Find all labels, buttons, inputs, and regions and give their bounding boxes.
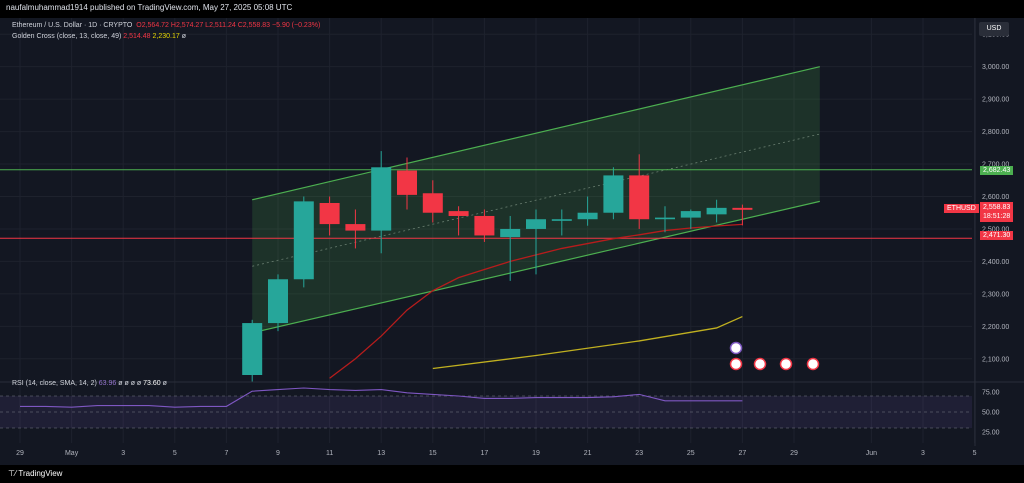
rsi-tick-label: 25.00 [982, 430, 1000, 437]
symbol-title: Ethereum / U.S. Dollar · 1D · CRYPTO [12, 22, 133, 29]
golden-cross-slow-value: 2,230.17 [152, 33, 180, 40]
candle-body[interactable] [448, 211, 469, 216]
candle-body[interactable] [397, 170, 417, 195]
golden-cross-label: Golden Cross (close, 13, close, 49) [12, 33, 122, 40]
time-tick-label: 9 [276, 450, 280, 457]
candle-body[interactable] [319, 202, 340, 225]
open-value: O2,564.72 [136, 22, 169, 29]
ohlc-legend: Ethereum / U.S. Dollar · 1D · CRYPTO O2,… [12, 22, 320, 29]
low-value: L2,511.24 [205, 22, 236, 29]
time-tick-label: Jun [866, 450, 877, 457]
rsi-ma-value: 73.60 [143, 380, 161, 387]
upper-line-price-tag: 2,682.43 [980, 166, 1014, 175]
price-tick-label: 2,700.00 [982, 162, 1009, 169]
logo-text: TradingView [18, 469, 63, 478]
price-tick-label: 2,500.00 [982, 226, 1009, 233]
change-value: −5.90 (−0.23%) [272, 22, 321, 29]
economic-event-icon[interactable] [806, 357, 820, 371]
last-price-tag: 2,558.83 18:51:28 [980, 202, 1014, 222]
candle-body[interactable] [268, 279, 288, 324]
candle-body[interactable] [655, 217, 675, 220]
hidden-values-icon: ø ø ø ø [118, 380, 142, 387]
channel-midline [252, 133, 820, 267]
economic-event-icon[interactable] [729, 357, 743, 371]
price-tick-label: 2,100.00 [982, 356, 1009, 363]
symbol-tag: ETHUSD [944, 204, 979, 213]
channel-fill [252, 66, 820, 333]
high-value: H2,574.27 [170, 22, 204, 29]
lower-line-price-tag: 2,471.30 [980, 231, 1014, 240]
rsi-label: RSI (14, close, SMA, 14, 2) [12, 380, 97, 387]
candle-body[interactable] [526, 219, 546, 229]
price-tick-label: 2,600.00 [982, 194, 1009, 201]
candle-body[interactable] [706, 207, 727, 215]
time-tick-label: 29 [790, 450, 798, 457]
economic-event-icon[interactable] [779, 357, 793, 371]
candle-body[interactable] [629, 175, 650, 220]
price-tick-label: 2,400.00 [982, 259, 1009, 266]
candle-body[interactable] [293, 201, 314, 280]
price-tick-label: 3,000.00 [982, 64, 1009, 71]
price-chart[interactable]: 3,100.003,000.002,900.002,800.002,700.00… [0, 18, 1024, 483]
time-tick-label: 11 [326, 450, 333, 457]
publisher-bar: naufalmuhammad1914 published on TradingV… [0, 0, 1024, 18]
candle-body[interactable] [551, 219, 572, 221]
candle-body[interactable] [680, 211, 701, 218]
time-tick-label: 3 [121, 450, 125, 457]
logo-icon: ⊤⁄ [8, 469, 17, 478]
time-tick-label: 25 [687, 450, 695, 457]
tradingview-logo[interactable]: ⊤⁄ TradingView [8, 469, 62, 478]
time-tick-label: 13 [377, 450, 385, 457]
golden-cross-fast-value: 2,514.48 [123, 33, 151, 40]
time-tick-label: 29 [16, 450, 24, 457]
time-tick-label: 7 [224, 450, 228, 457]
time-tick-label: 15 [429, 450, 437, 457]
candle-body[interactable] [500, 228, 521, 238]
price-tick-label: 2,300.00 [982, 291, 1009, 298]
time-tick-label: 17 [481, 450, 489, 457]
footer-bar: ⊤⁄ TradingView [0, 465, 1024, 483]
price-tick-label: 2,200.00 [982, 324, 1009, 331]
hidden-value-icon: ø [162, 380, 167, 387]
channel-upper-line[interactable] [252, 66, 820, 201]
time-tick-label: 23 [635, 450, 643, 457]
price-tick-label: 2,800.00 [982, 129, 1009, 136]
candle-body[interactable] [732, 207, 753, 210]
candle-body[interactable] [603, 175, 624, 213]
rsi-value: 63.96 [98, 380, 117, 387]
economic-event-icon[interactable] [753, 357, 767, 371]
time-tick-label: 3 [921, 450, 925, 457]
time-tick-label: May [65, 450, 79, 457]
hidden-value-icon: ø [181, 33, 186, 40]
candle-body[interactable] [474, 215, 495, 236]
time-tick-label: 27 [739, 450, 747, 457]
candle-body[interactable] [422, 193, 443, 213]
currency-button[interactable]: USD [979, 22, 1009, 36]
earnings-event-icon[interactable] [729, 341, 743, 355]
close-value: C2,558.83 [237, 22, 271, 29]
rsi-line[interactable] [20, 387, 743, 408]
candle-body[interactable] [371, 167, 392, 231]
candle-body[interactable] [242, 323, 263, 375]
last-price: 2,558.83 [983, 204, 1011, 211]
rsi-tick-label: 50.00 [982, 410, 1000, 417]
time-tick-label: 5 [173, 450, 177, 457]
candle-body[interactable] [577, 212, 598, 220]
price-tick-label: 2,900.00 [982, 97, 1009, 104]
golden-cross-legend[interactable]: Golden Cross (close, 13, close, 49) 2,51… [12, 33, 186, 40]
ma-slow-line[interactable] [432, 315, 743, 370]
rsi-legend[interactable]: RSI (14, close, SMA, 14, 2) 63.96 ø ø ø … [12, 380, 167, 387]
candle-body[interactable] [345, 224, 366, 231]
rsi-tick-label: 75.00 [982, 390, 1000, 397]
time-tick-label: 19 [532, 450, 540, 457]
time-tick-label: 5 [973, 450, 977, 457]
candle-countdown: 18:51:28 [983, 213, 1011, 220]
time-tick-label: 21 [584, 450, 592, 457]
publisher-text: naufalmuhammad1914 published on TradingV… [6, 3, 293, 12]
